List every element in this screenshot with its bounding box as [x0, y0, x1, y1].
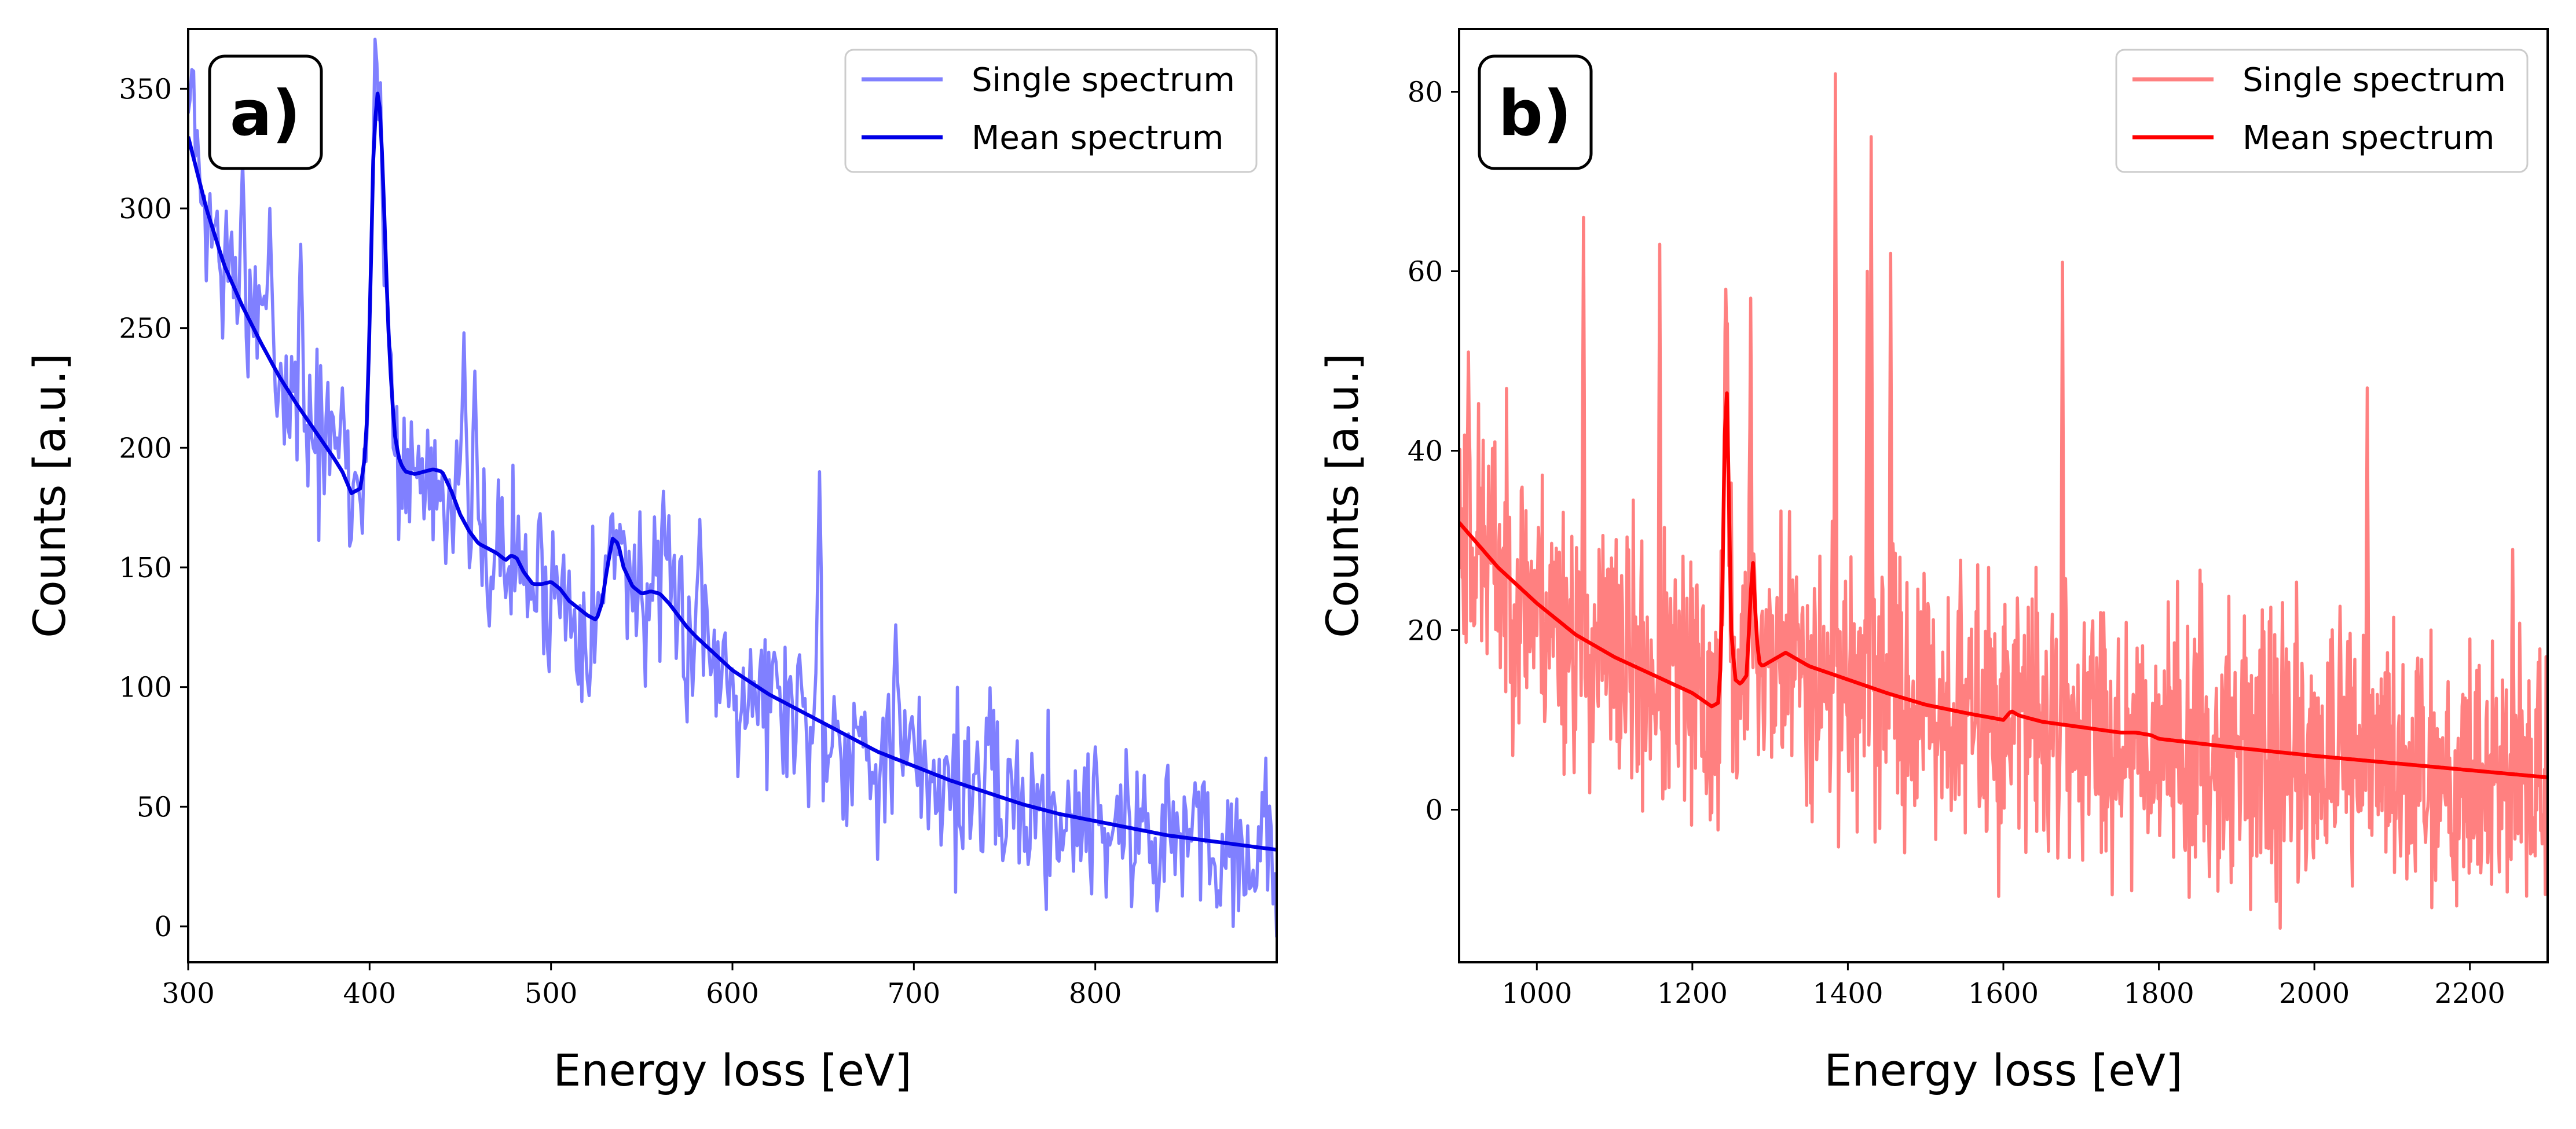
tick-marks-a: 300 400 500 600 700 800 0 50 100 150 200 250 300 350	[119, 73, 1122, 1010]
panel-tag-a: a)	[208, 54, 323, 170]
tick-marks-b: 1000 1200 1400 1600 1800 2000 2200 0 20 40 60 80	[1408, 76, 2505, 1010]
y-tick-label-a-100: 100	[119, 672, 172, 704]
x-tick-label-b-1600: 1600	[1968, 977, 2039, 1010]
x-tick-label-b-1800: 1800	[2123, 977, 2194, 1010]
panel-tag-b-text: b)	[1498, 78, 1572, 150]
panel-tag-b: b)	[1478, 54, 1593, 170]
y-tick-label-a-200: 200	[119, 432, 172, 464]
y-axis-label-a: Counts [a.u.]	[24, 353, 75, 638]
y-tick-label-b-40: 40	[1408, 435, 1443, 468]
y-tick-label-a-350: 350	[119, 73, 172, 105]
y-tick-label-a-50: 50	[137, 791, 172, 823]
x-tick-label-b-2200: 2200	[2435, 977, 2505, 1010]
y-tick-label-a-150: 150	[119, 552, 172, 584]
y-tick-label-a-0: 0	[154, 911, 172, 943]
y-tick-label-a-250: 250	[119, 313, 172, 345]
x-tick-label-a-700: 700	[888, 977, 941, 1010]
x-axis-label-b: Energy loss [eV]	[1824, 1044, 2182, 1096]
panel-tag-a-text: a)	[230, 78, 301, 150]
x-tick-label-a-800: 800	[1069, 977, 1122, 1010]
x-tick-label-b-1000: 1000	[1501, 977, 1572, 1010]
y-tick-label-b-20: 20	[1408, 615, 1443, 647]
y-tick-label-b-60: 60	[1408, 256, 1443, 288]
series-mean-spectrum-b	[1459, 391, 2548, 779]
legend-a: Single spectrum Mean spectrum	[844, 49, 1258, 173]
x-tick-label-a-300: 300	[162, 977, 215, 1010]
x-tick-label-b-1200: 1200	[1657, 977, 1728, 1010]
x-tick-label-b-1400: 1400	[1812, 977, 1883, 1010]
plot-area-a	[188, 38, 1277, 938]
legend-label-single-b: Single spectrum	[2242, 61, 2506, 99]
panel-b: 1000 1200 1400 1600 1800 2000 2200 0 20 40 60 80 En…	[1317, 28, 2549, 1096]
y-tick-label-a-300: 300	[119, 193, 172, 225]
x-tick-label-a-600: 600	[706, 977, 759, 1010]
series-single-spectrum-b	[1459, 72, 2548, 930]
legend-b: Single spectrum Mean spectrum	[2115, 49, 2529, 173]
y-tick-label-b-0: 0	[1425, 794, 1443, 827]
legend-label-mean-b: Mean spectrum	[2242, 119, 2494, 157]
x-tick-label-a-500: 500	[525, 977, 578, 1010]
x-axis-label-a: Energy loss [eV]	[553, 1044, 911, 1096]
panel-a: 300 400 500 600 700 800050100150200250300350 …	[24, 28, 1278, 1096]
y-axis-label-b: Counts [a.u.]	[1317, 353, 1368, 638]
x-tick-label-b-2000: 2000	[2279, 977, 2350, 1010]
legend-label-mean-a: Mean spectrum	[972, 119, 1223, 157]
series-mean-spectrum-a	[188, 91, 1277, 852]
legend-label-single-a: Single spectrum	[972, 61, 1235, 99]
y-tick-label-b-80: 80	[1408, 76, 1443, 109]
plot-area-b	[1459, 72, 2548, 930]
x-tick-label-a-400: 400	[343, 977, 397, 1010]
legend-box-b	[2115, 49, 2529, 173]
legend-box-a	[844, 49, 1258, 173]
